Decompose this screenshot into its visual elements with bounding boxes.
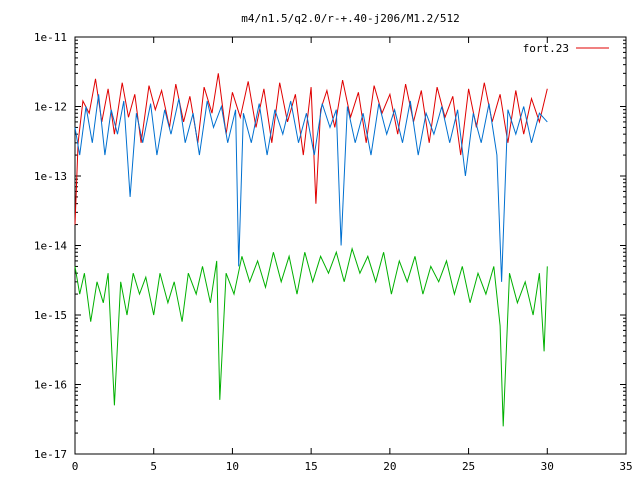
y-tick-label: 1e-12	[34, 101, 67, 114]
y-tick-label: 1e-16	[34, 379, 67, 392]
y-tick-label: 1e-14	[34, 240, 67, 253]
x-tick-label: 5	[150, 460, 157, 473]
series-line-2	[74, 246, 548, 427]
x-tick-label: 10	[226, 460, 239, 473]
legend: fort.23	[523, 42, 609, 55]
x-axis: 0 5 10 15 20 25 30 35	[72, 37, 633, 473]
legend-label: fort.23	[523, 42, 569, 55]
y-tick-label: 1e-11	[34, 31, 67, 44]
y-tick-label: 1e-15	[34, 309, 67, 322]
x-tick-label: 25	[462, 460, 475, 473]
chart-title: m4/n1.5/q2.0/r-+.40-j206/M1.2/512	[241, 12, 460, 25]
series-line-0	[74, 73, 548, 225]
x-tick-label: 35	[619, 460, 632, 473]
x-tick-label: 30	[541, 460, 554, 473]
x-tick-label: 0	[72, 460, 79, 473]
y-tick-label: 1e-13	[34, 170, 67, 183]
y-axis: 1e-11 1e-12 1e-13 1e-14 1e-15 1e-16 1e-17	[34, 31, 626, 461]
plot-frame	[74, 36, 627, 455]
x-tick-label: 15	[305, 460, 318, 473]
series-layer	[74, 73, 548, 427]
y-tick-label: 1e-17	[34, 448, 67, 461]
x-tick-label: 20	[383, 460, 396, 473]
series-line-1	[74, 94, 548, 282]
